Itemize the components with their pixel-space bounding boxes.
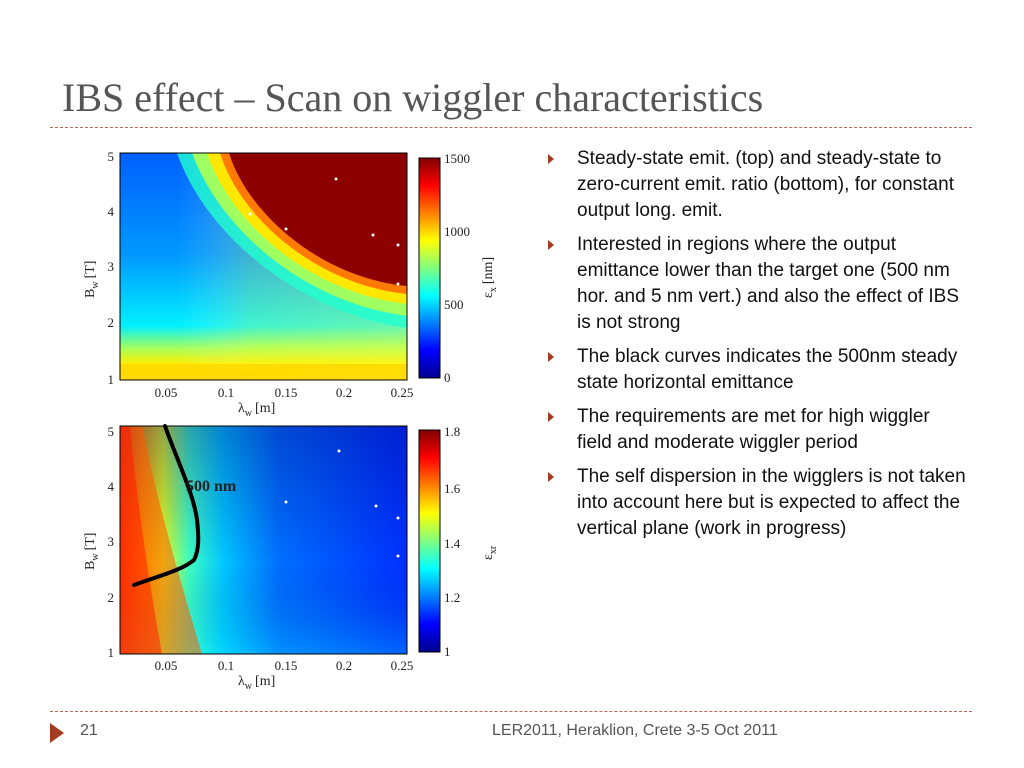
top-heatmap-speck [396, 282, 400, 286]
bullet-arrow-icon [548, 240, 554, 250]
bullet-item: Interested in regions where the output e… [548, 232, 968, 336]
bullet-text: Steady-state emit. (top) and steady-stat… [577, 148, 954, 221]
bottom-xtick-01: 0.1 [218, 658, 234, 673]
top-colorbar [418, 157, 441, 379]
bottom-colorbar-ticks: 1 1.2 1.4 1.6 1.8 [444, 424, 461, 659]
top-heatmap-high-region [229, 153, 407, 286]
top-ytick-2: 2 [108, 315, 115, 330]
bullet-list: Steady-state emit. (top) and steady-stat… [548, 146, 968, 550]
bullet-item: The requirements are met for high wiggle… [548, 404, 968, 456]
footer-arrow-icon [50, 723, 64, 743]
bottom-heatmap-speck [396, 516, 400, 520]
bottom-heatmap-contour-label: 500 nm [186, 478, 237, 495]
bullet-item: The black curves indicates the 500nm ste… [548, 344, 968, 396]
bottom-heatmap-500nm-contour [132, 424, 201, 587]
top-xtick-015: 0.15 [275, 385, 298, 400]
bottom-colorbar [418, 429, 441, 653]
top-ytick-1: 1 [108, 372, 115, 387]
bottom-cbar-tick-1: 1 [444, 644, 451, 659]
bottom-cbar-tick-1-2: 1.2 [444, 590, 460, 605]
top-xtick-01: 0.1 [218, 385, 234, 400]
bottom-colorbar-label: εxr [481, 545, 499, 560]
bullet-arrow-icon [548, 154, 554, 164]
top-heatmap-svg: 1 2 3 4 5 0.05 0.1 0.15 0.2 0.25 λw [m] B… [83, 149, 499, 419]
top-heatmap-plot: 1 2 3 4 5 0.05 0.1 0.15 0.2 0.25 λw [m] B… [82, 148, 502, 423]
top-ytick-4: 4 [108, 204, 115, 219]
bottom-heatmap-speck [396, 554, 400, 558]
top-colorbar-label: εx[nm] [481, 257, 499, 298]
top-cbar-tick-500: 500 [444, 297, 464, 312]
top-heatmap-speck [334, 177, 338, 181]
bottom-ytick-5: 5 [108, 424, 115, 439]
bullet-arrow-icon [548, 472, 554, 482]
bottom-ytick-1: 1 [108, 645, 115, 660]
bottom-xtick-005: 0.05 [155, 658, 178, 673]
bullet-text: The self dispersion in the wigglers is n… [577, 466, 966, 539]
footer-text: LER2011, Heraklion, Crete 3-5 Oct 2011 [492, 722, 778, 739]
bottom-heatmap-hottest-region [120, 426, 162, 654]
bottom-xtick-02: 0.2 [336, 658, 352, 673]
title-divider [50, 127, 972, 128]
bottom-ytick-4: 4 [108, 479, 115, 494]
bottom-xtick-015: 0.15 [275, 658, 298, 673]
top-colorbar-ticks: 0 500 1000 1500 [444, 151, 470, 385]
bullet-arrow-icon [548, 412, 554, 422]
bottom-cbar-tick-1-4: 1.4 [444, 536, 461, 551]
top-cbar-tick-1500: 1500 [444, 151, 470, 166]
top-ytick-3: 3 [108, 259, 115, 274]
footer-divider [50, 711, 972, 712]
bottom-cbar-tick-1-6: 1.6 [444, 481, 461, 496]
bullet-text: The black curves indicates the 500nm ste… [577, 346, 958, 393]
bottom-heatmap-plot: 500 nm 1 2 3 4 5 0.05 0.1 0.15 0.2 0.25 … [82, 420, 502, 695]
top-heatmap-bottom-band [120, 364, 407, 380]
bottom-xlabel: λw [m] [238, 674, 275, 690]
bullet-item: Steady-state emit. (top) and steady-stat… [548, 146, 968, 224]
top-cbar-tick-1000: 1000 [444, 224, 470, 239]
bottom-heatmap-speck [374, 504, 378, 508]
bottom-heatmap-frame [119, 425, 408, 655]
bottom-ytick-3: 3 [108, 534, 115, 549]
top-ylabel: Bw[T] [83, 261, 101, 298]
bullet-arrow-icon [548, 352, 554, 362]
slide-number: 21 [80, 722, 98, 739]
top-heatmap-speck [248, 212, 252, 216]
bottom-y-ticks: 1 2 3 4 5 [108, 424, 115, 660]
top-xtick-005: 0.05 [155, 385, 178, 400]
bottom-heatmap-speck [284, 500, 288, 504]
top-heatmap-speck [371, 233, 375, 237]
bottom-x-ticks: 0.05 0.1 0.15 0.2 0.25 [155, 658, 414, 673]
bottom-ytick-2: 2 [108, 590, 115, 605]
bullet-text: The requirements are met for high wiggle… [577, 406, 930, 453]
top-xtick-02: 0.2 [336, 385, 352, 400]
bottom-cbar-tick-1-8: 1.8 [444, 424, 460, 439]
top-cbar-tick-0: 0 [444, 370, 451, 385]
bottom-heatmap-svg: 500 nm 1 2 3 4 5 0.05 0.1 0.15 0.2 0.25 … [83, 424, 499, 692]
top-xtick-025: 0.25 [391, 385, 414, 400]
top-heatmap-speck [284, 227, 288, 231]
bottom-ylabel: Bw[T] [83, 533, 101, 570]
slide-title: IBS effect – Scan on wiggler characteris… [62, 75, 764, 120]
bullet-item: The self dispersion in the wigglers is n… [548, 464, 968, 542]
top-heatmap-frame [119, 152, 408, 381]
bottom-heatmap-speck [337, 449, 341, 453]
top-y-ticks: 1 2 3 4 5 [108, 149, 115, 387]
top-ytick-5: 5 [108, 149, 115, 164]
top-xlabel: λw [m] [238, 401, 275, 418]
bullet-text: Interested in regions where the output e… [577, 234, 959, 333]
bottom-xtick-025: 0.25 [391, 658, 414, 673]
top-heatmap-speck [396, 243, 400, 247]
top-x-ticks: 0.05 0.1 0.15 0.2 0.25 [155, 385, 414, 400]
